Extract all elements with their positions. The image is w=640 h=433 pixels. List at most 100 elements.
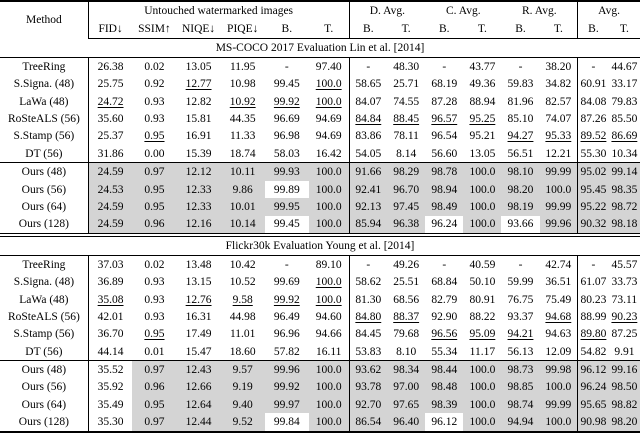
value-cell: 96.12: [431, 416, 458, 429]
value-cell: 94.69: [315, 113, 342, 126]
value-cell: -: [577, 255, 609, 274]
value-cell: 98.19: [501, 198, 540, 216]
value-cell: 100.0: [315, 276, 342, 289]
value-cell: 79.83: [611, 95, 638, 108]
value-cell: 80.23: [577, 291, 609, 309]
value-cell: 100.0: [463, 413, 502, 432]
value-cell: 88.37: [393, 311, 420, 324]
value-cell: 44.98: [229, 311, 256, 324]
value-cell: 16.42: [315, 147, 342, 160]
value-cell: 81.96: [507, 95, 534, 108]
value-cell: 98.74: [501, 396, 540, 414]
table-row: Ours (48) 24.59 0.97 12.12 10.11 99.93 100.0 91…: [0, 162, 640, 181]
value-cell: 99.95: [264, 198, 309, 216]
niqe-column-header: NIQE↓: [176, 20, 221, 39]
value-cell: 95.25: [469, 113, 496, 126]
value-cell: 96.96: [273, 328, 300, 341]
value-cell: 96.54: [431, 130, 458, 143]
value-cell: 95.45: [577, 180, 609, 199]
value-cell: 96.98: [273, 130, 300, 143]
table-row: Ours (128) 24.59 0.96 12.16 10.14 99.45 100.0 8…: [0, 215, 640, 235]
method-column-header: Method: [25, 14, 62, 27]
value-cell: 98.20: [608, 413, 640, 432]
value-cell: 97.40: [315, 61, 342, 74]
value-cell: 93.62: [348, 360, 388, 379]
value-cell: 93.37: [507, 311, 534, 324]
value-cell: 84.80: [348, 308, 388, 326]
method-cell: Ours (64): [21, 200, 67, 213]
value-cell: 0.93: [144, 293, 165, 306]
method-cell: S.Stamp (56): [13, 328, 75, 341]
value-cell: 100.0: [463, 215, 502, 235]
value-cell: 15.47: [185, 345, 212, 358]
value-cell: 54.82: [577, 343, 609, 361]
value-cell: 98.34: [387, 360, 426, 379]
b-column-header: B.: [264, 20, 309, 39]
value-cell: 24.59: [87, 198, 133, 216]
value-cell: 88.22: [469, 311, 496, 324]
value-cell: -: [284, 259, 289, 272]
value-cell: 99.99: [539, 396, 578, 414]
avg-group-header: Avg.: [577, 1, 640, 20]
value-cell: 96.57: [431, 113, 458, 126]
value-cell: 100.0: [539, 180, 578, 199]
value-cell: 99.93: [264, 162, 309, 181]
value-cell: 89.52: [577, 127, 609, 146]
value-cell: 96.40: [387, 413, 426, 432]
table-row: Ours (128) 35.30 0.97 12.44 9.52 99.84 100.0 86…: [0, 413, 640, 432]
value-cell: 99.98: [539, 360, 578, 379]
value-cell: 89.80: [577, 325, 609, 344]
value-cell: 0.95: [132, 180, 177, 199]
c-avg-group-header: C. Avg.: [446, 5, 481, 17]
value-cell: 96.56: [431, 328, 458, 341]
value-cell: 98.39: [425, 396, 464, 414]
value-cell: 94.68: [545, 311, 572, 324]
value-cell: 35.08: [87, 291, 133, 309]
method-cell: Ours (128): [18, 416, 69, 429]
value-cell: 36.89: [87, 273, 133, 292]
value-cell: 59.83: [507, 78, 534, 91]
value-cell: 96.49: [273, 311, 300, 324]
value-cell: 50.10: [469, 276, 496, 289]
value-cell: 90.32: [577, 215, 609, 235]
method-cell: Ours (128): [18, 218, 69, 231]
value-cell: 18.74: [229, 147, 256, 160]
value-cell: 44.14: [87, 343, 133, 361]
value-cell: 100.0: [308, 180, 349, 199]
value-cell: 99.97: [264, 396, 309, 414]
value-cell: 98.50: [608, 378, 640, 397]
value-cell: 37.03: [87, 255, 133, 274]
value-cell: 99.96: [539, 215, 578, 235]
value-cell: 90.98: [577, 413, 609, 432]
value-cell: 68.19: [431, 78, 458, 91]
value-cell: 100.0: [315, 293, 342, 306]
value-cell: 98.78: [425, 162, 464, 181]
value-cell: 85.94: [348, 215, 388, 235]
value-cell: 25.37: [87, 127, 133, 146]
value-cell: 35.30: [87, 413, 133, 432]
value-cell: 35.92: [87, 378, 133, 397]
table-row: S.Signa. (48) 25.75 0.92 12.77 10.98 99.45 100…: [0, 75, 640, 94]
table-row: RoSteALS (56) 42.01 0.93 16.31 44.98 96.49 94.…: [0, 308, 640, 326]
value-cell: 42.01: [87, 308, 133, 326]
value-cell: 9.86: [220, 180, 265, 199]
value-cell: 13.15: [185, 276, 212, 289]
value-cell: 94.21: [507, 328, 534, 341]
value-cell: 43.77: [469, 61, 496, 74]
table-row: DT (56) 31.86 0.00 15.39 18.74 58.03 16.42 54.0…: [0, 145, 640, 163]
value-cell: 81.30: [348, 291, 388, 309]
value-cell: 100.0: [308, 162, 349, 181]
value-cell: 12.64: [176, 396, 221, 414]
value-cell: 98.48: [425, 378, 464, 397]
method-cell: TreeRing: [22, 259, 66, 272]
value-cell: 10.11: [220, 162, 265, 181]
value-cell: 93.78: [348, 378, 388, 397]
value-cell: 98.20: [501, 180, 540, 199]
value-cell: 17.49: [185, 328, 212, 341]
value-cell: 98.85: [501, 378, 540, 397]
value-cell: 99.92: [273, 293, 300, 306]
value-cell: 0.01: [144, 345, 165, 358]
value-cell: 82.57: [545, 95, 572, 108]
r-avg-t-header: T.: [539, 20, 578, 39]
table-row: Ours (64) 24.59 0.95 12.33 10.01 99.95 100.0 92…: [0, 198, 640, 216]
